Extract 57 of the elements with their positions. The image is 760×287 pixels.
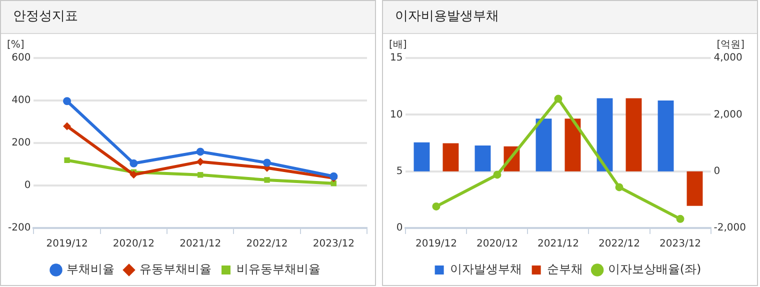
bar bbox=[658, 100, 674, 172]
x-tick-label: 2023/12 bbox=[659, 238, 702, 250]
bar bbox=[564, 118, 581, 172]
y-tick-label: 15 bbox=[390, 52, 403, 64]
point bbox=[64, 157, 70, 164]
bar bbox=[536, 118, 552, 172]
y-tick-label: 200 bbox=[12, 138, 31, 149]
y-tick-label: 600 bbox=[12, 52, 31, 64]
y2-tick-label: 0 bbox=[714, 166, 720, 177]
x-tick-label: 2019/12 bbox=[46, 238, 88, 250]
y2-tick-label: -2,000 bbox=[714, 222, 746, 234]
y-tick-label: 400 bbox=[12, 95, 31, 106]
x-tick-label: 2020/12 bbox=[112, 238, 154, 250]
point bbox=[196, 148, 204, 156]
point bbox=[264, 177, 270, 183]
y-tick-label: 5 bbox=[396, 166, 403, 177]
bar bbox=[626, 98, 642, 172]
bar bbox=[442, 143, 459, 172]
x-tick-label: 2022/12 bbox=[598, 238, 640, 250]
bar bbox=[596, 98, 613, 172]
y-tick-label: 10 bbox=[390, 109, 403, 120]
point bbox=[493, 170, 502, 179]
point bbox=[615, 183, 624, 192]
y2-tick-label: 4,000 bbox=[714, 52, 742, 64]
y-tick-label: 0 bbox=[24, 180, 31, 192]
y2-tick-label: 2,000 bbox=[714, 109, 742, 120]
legend-label: 비유동부채비율 bbox=[236, 262, 320, 276]
point bbox=[554, 94, 562, 103]
point bbox=[63, 122, 72, 130]
point bbox=[676, 214, 684, 223]
x-tick-label: 2023/12 bbox=[312, 238, 354, 250]
bar bbox=[686, 171, 703, 206]
point bbox=[130, 170, 138, 179]
legend-label: 유동부채비율 bbox=[140, 262, 212, 276]
x-tick-label: 2020/12 bbox=[476, 238, 518, 250]
x-tick-label: 2019/12 bbox=[415, 238, 457, 250]
point bbox=[432, 202, 440, 210]
x-tick-label: 2022/12 bbox=[246, 238, 288, 250]
chart-title: 이자비용발생부채 bbox=[383, 1, 757, 34]
x-tick-label: 2021/12 bbox=[180, 238, 222, 250]
legend-label: 이자발생부채 bbox=[450, 262, 522, 276]
y-tick-label: 0 bbox=[396, 222, 403, 234]
legend-label: 순부채 bbox=[546, 262, 583, 276]
x-tick-label: 2021/12 bbox=[537, 238, 580, 250]
y2-axis-title: [억원] bbox=[716, 40, 745, 51]
point bbox=[130, 159, 138, 168]
y-axis-title: [%] bbox=[7, 40, 24, 51]
bar bbox=[414, 142, 430, 172]
legend-label: 이자보상배율(좌) bbox=[608, 262, 702, 276]
y-tick-label: -200 bbox=[8, 222, 31, 234]
point bbox=[198, 172, 204, 178]
point bbox=[63, 97, 72, 106]
legend-label: 부채비율 bbox=[66, 262, 114, 276]
chart-title: 안정성지표 bbox=[1, 1, 375, 34]
bar bbox=[474, 146, 491, 172]
y-axis-title: [배] bbox=[389, 40, 407, 51]
point bbox=[263, 158, 272, 167]
